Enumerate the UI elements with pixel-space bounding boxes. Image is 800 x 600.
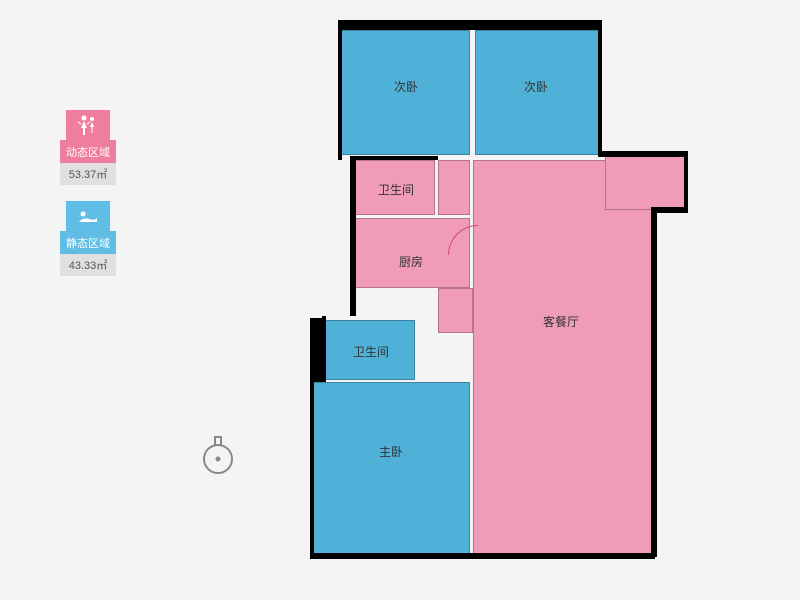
wall-segment <box>322 316 326 320</box>
room-wc-top: 卫生间 <box>355 160 435 215</box>
room-bedroom-top-right: 次卧 <box>475 30 600 155</box>
room-living-mid <box>438 160 470 215</box>
room-living-ext <box>605 155 685 210</box>
room-label: 卫生间 <box>376 181 416 198</box>
room-living-main: 客餐厅 <box>473 160 655 555</box>
wall-segment <box>651 207 657 557</box>
room-label: 次卧 <box>516 78 556 95</box>
wall-segment <box>338 20 342 160</box>
wall-segment <box>684 151 688 211</box>
legend: 动态区域 53.37㎡ 静态区域 43.33㎡ <box>60 110 116 276</box>
wall-segment <box>598 20 602 155</box>
legend-static-label: 静态区域 <box>60 231 116 254</box>
room-bedroom-top-left: 次卧 <box>340 30 470 155</box>
room-label: 客餐厅 <box>541 313 581 330</box>
rest-icon <box>66 201 110 231</box>
legend-dynamic: 动态区域 53.37㎡ <box>60 110 116 185</box>
wall-segment <box>350 156 438 160</box>
room-label: 厨房 <box>391 253 431 270</box>
room-label: 卫生间 <box>351 343 391 360</box>
wall-segment <box>310 553 655 559</box>
room-wc-bottom: 卫生间 <box>325 320 415 380</box>
room-living-gap <box>438 288 473 333</box>
room-label: 主卧 <box>371 443 411 460</box>
room-label: 次卧 <box>386 78 426 95</box>
people-icon <box>66 110 110 140</box>
wall-segment <box>655 207 688 213</box>
legend-static-value: 43.33㎡ <box>60 254 116 276</box>
legend-dynamic-label: 动态区域 <box>60 140 116 163</box>
wall-segment <box>338 20 602 30</box>
compass-icon <box>200 435 236 482</box>
room-master-bedroom: 主卧 <box>310 382 470 557</box>
wall-segment <box>310 318 326 382</box>
wall-segment <box>350 156 356 316</box>
wall-segment <box>310 378 314 556</box>
floorplan: 次卧次卧卫生间厨房客餐厅卫生间主卧 <box>310 20 690 580</box>
legend-static: 静态区域 43.33㎡ <box>60 201 116 276</box>
legend-dynamic-value: 53.37㎡ <box>60 163 116 185</box>
wall-segment <box>598 151 688 157</box>
